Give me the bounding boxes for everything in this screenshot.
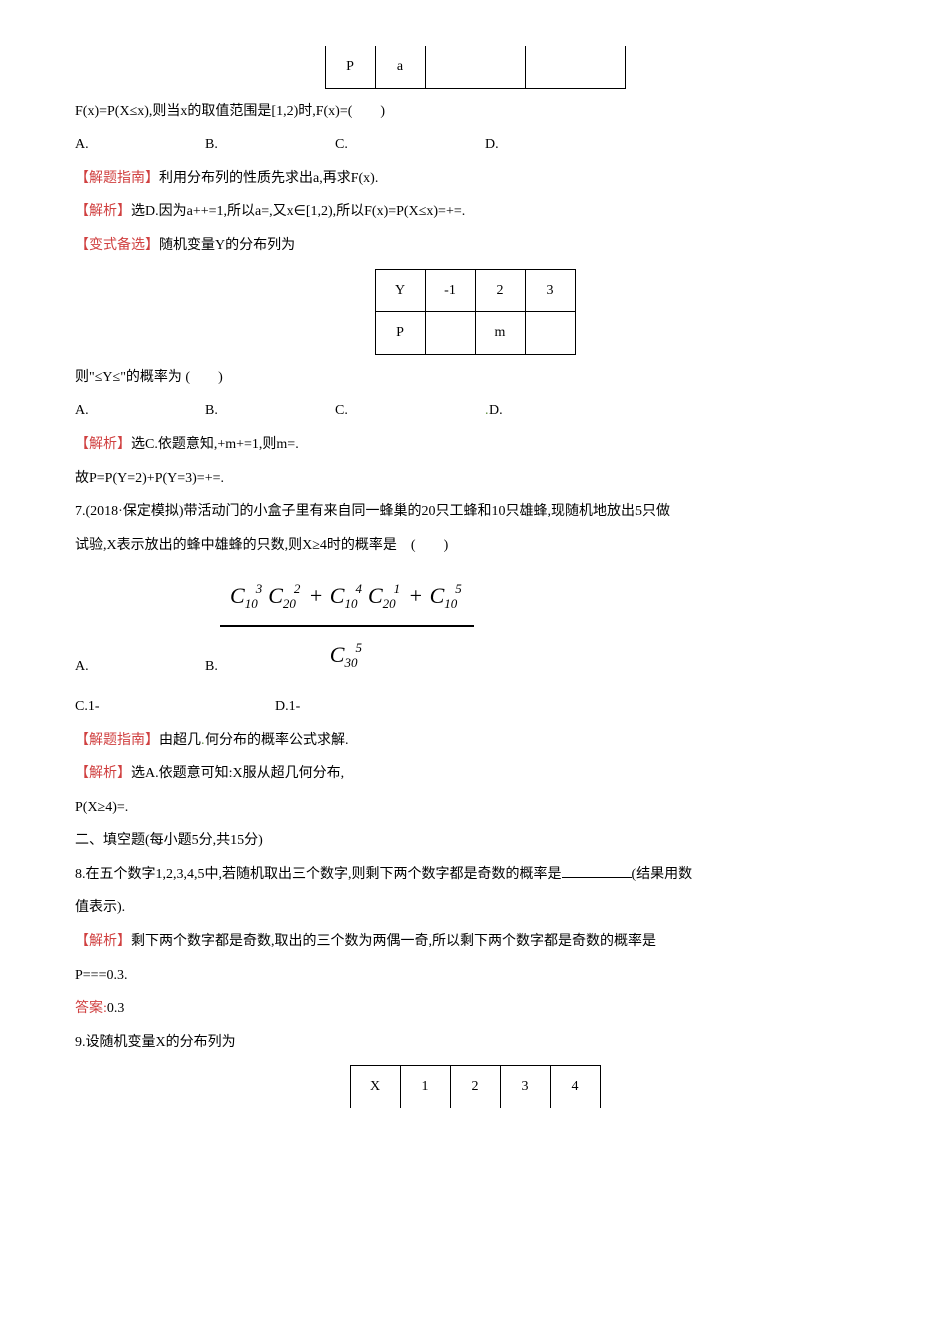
- solution-1: 【解析】选D.因为a++=1,所以a=,又x∈[1,2),所以F(x)=P(X≤…: [75, 195, 875, 229]
- cell-a: a: [375, 46, 425, 88]
- cell: X: [350, 1066, 400, 1108]
- q7-line1: 7.(2018·保定模拟)带活动门的小盒子里有来自同一蜂巢的20只工蜂和10只雄…: [75, 495, 875, 529]
- cell: [425, 312, 475, 355]
- sol-text: 剩下两个数字都是奇数,取出的三个数为两偶一奇,所以剩下两个数字都是奇数的概率是: [131, 934, 656, 949]
- section-2: 二、填空题(每小题5分,共15分): [75, 824, 875, 858]
- cell: 1: [400, 1066, 450, 1108]
- solution-3b: P(X≥4)=.: [75, 791, 875, 825]
- q7-line2: 试验,X表示放出的蜂中雄蜂的只数,则X≥4时的概率是 ( ): [75, 529, 875, 563]
- cell: P: [375, 312, 425, 355]
- opt-A: A.: [75, 650, 205, 684]
- cell: m: [475, 312, 525, 355]
- opt-A: A.: [75, 128, 205, 162]
- sol-label: 【解析】: [75, 204, 131, 219]
- cell: 4: [550, 1066, 600, 1108]
- guide-3: 【解题指南】由超几.何分布的概率公式求解.: [75, 724, 875, 758]
- sol-text: 选C.依题意知,+m+=1,则m=.: [131, 437, 299, 452]
- table-x-dist: X 1 2 3 4: [350, 1065, 601, 1108]
- sol-label: 【解析】: [75, 766, 131, 781]
- solution-8b: P===0.3.: [75, 959, 875, 993]
- opt-D: D.: [485, 128, 615, 162]
- opt-B: B.: [205, 128, 335, 162]
- opt-D: .D.: [485, 394, 615, 428]
- sol-text: 选D.因为a++=1,所以a=,又x∈[1,2),所以F(x)=P(X≤x)=+…: [131, 204, 465, 219]
- cell: [525, 312, 575, 355]
- table-p-a: P a: [325, 46, 626, 89]
- opt-D: D.1-: [275, 690, 300, 724]
- fill-blank: [562, 864, 632, 878]
- cell: 2: [475, 269, 525, 312]
- fraction-denominator: C305: [220, 627, 474, 684]
- solution-2b: 故P=P(Y=2)+P(Y=3)=+=.: [75, 462, 875, 496]
- solution-2: 【解析】选C.依题意知,+m+=1,则m=.: [75, 428, 875, 462]
- q8-line1: 8.在五个数字1,2,3,4,5中,若随机取出三个数字,则剩下两个数字都是奇数的…: [75, 858, 875, 892]
- sol-label: 【解析】: [75, 934, 131, 949]
- guide-label: 【解题指南】: [75, 733, 159, 748]
- fraction-numerator: C103C202 + C104C201 + C105: [220, 568, 474, 627]
- answer-8: 答案:0.3: [75, 992, 875, 1026]
- cell-blank: [425, 46, 525, 88]
- solution-3: 【解析】选A.依题意可知:X服从超几何分布,: [75, 757, 875, 791]
- solution-8: 【解析】剩下两个数字都是奇数,取出的三个数为两偶一奇,所以剩下两个数字都是奇数的…: [75, 925, 875, 959]
- guide-text: 由超几.何分布的概率公式求解.: [159, 733, 349, 748]
- table-y-dist: Y -1 2 3 P m: [375, 269, 576, 355]
- options-1: A. B. C. D.: [75, 128, 875, 162]
- cell: 3: [500, 1066, 550, 1108]
- ans-text: 0.3: [107, 1001, 125, 1016]
- guide-label: 【解题指南】: [75, 171, 159, 186]
- cell-blank: [525, 46, 625, 88]
- sol-label: 【解析】: [75, 437, 131, 452]
- formula-row: A. B. C103C202 + C104C201 + C105 C305: [75, 568, 875, 684]
- cell-P: P: [325, 46, 375, 88]
- ans-label: 答案:: [75, 1001, 107, 1016]
- hypergeom-fraction: C103C202 + C104C201 + C105 C305: [220, 568, 474, 684]
- opt-C: C.1-: [75, 690, 275, 724]
- cell: 3: [525, 269, 575, 312]
- variant-1: 【变式备选】随机变量Y的分布列为: [75, 229, 875, 263]
- sol-text: 选A.依题意可知:X服从超几何分布,: [131, 766, 344, 781]
- opt-B: B.: [205, 394, 335, 428]
- guide-1: 【解题指南】利用分布列的性质先求出a,再求F(x).: [75, 162, 875, 196]
- guide-text: 利用分布列的性质先求出a,再求F(x).: [159, 171, 378, 186]
- opt-B: B.: [205, 650, 220, 684]
- cell: -1: [425, 269, 475, 312]
- options-3cd: C.1- D.1-: [75, 690, 875, 724]
- opt-A: A.: [75, 394, 205, 428]
- line-y-prob: 则"≤Y≤"的概率为 ( ): [75, 361, 875, 395]
- line-fx: F(x)=P(X≤x),则当x的取值范围是[1,2)时,F(x)=( ): [75, 95, 875, 129]
- cell: Y: [375, 269, 425, 312]
- opt-C: C.: [335, 128, 485, 162]
- q9: 9.设随机变量X的分布列为: [75, 1026, 875, 1060]
- var-label: 【变式备选】: [75, 238, 159, 253]
- options-2: A. B. C. .D.: [75, 394, 875, 428]
- var-text: 随机变量Y的分布列为: [159, 238, 295, 253]
- q8-line2: 值表示).: [75, 891, 875, 925]
- opt-C: C.: [335, 394, 485, 428]
- cell: 2: [450, 1066, 500, 1108]
